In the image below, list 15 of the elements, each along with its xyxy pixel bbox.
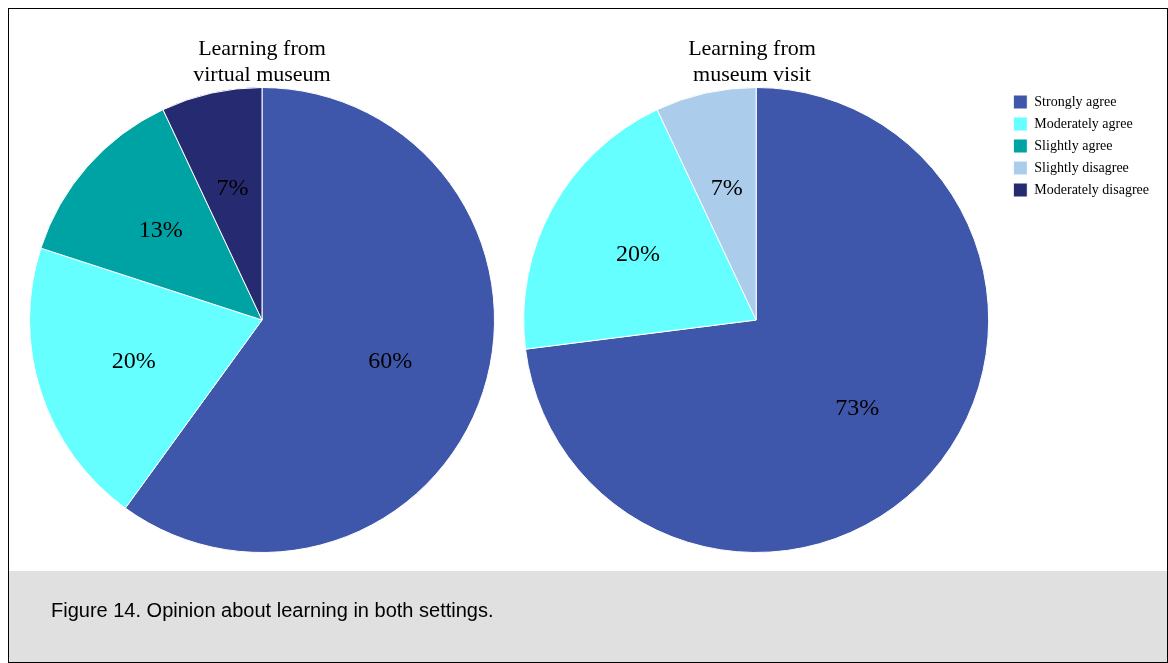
legend-label: Moderately agree bbox=[1034, 115, 1133, 131]
legend-label: Slightly disagree bbox=[1034, 159, 1129, 175]
legend-label: Slightly agree bbox=[1034, 137, 1113, 153]
data-label: 20% bbox=[111, 346, 156, 373]
chart-title: Learning from museum visit bbox=[687, 35, 817, 87]
legend-label: Moderately disagree bbox=[1034, 181, 1150, 197]
legend-label: Strongly agree bbox=[1034, 93, 1117, 109]
data-label: 13% bbox=[138, 216, 183, 243]
data-label: 20% bbox=[615, 240, 660, 267]
data-label: 7% bbox=[216, 173, 249, 200]
data-label: 73% bbox=[835, 394, 880, 421]
data-label: 60% bbox=[368, 346, 413, 373]
caption: Figure 14. Opinion about learning in both settings. bbox=[51, 599, 495, 622]
chart-title: Learning from virtual museum bbox=[192, 35, 332, 87]
data-label: 7% bbox=[710, 173, 743, 200]
